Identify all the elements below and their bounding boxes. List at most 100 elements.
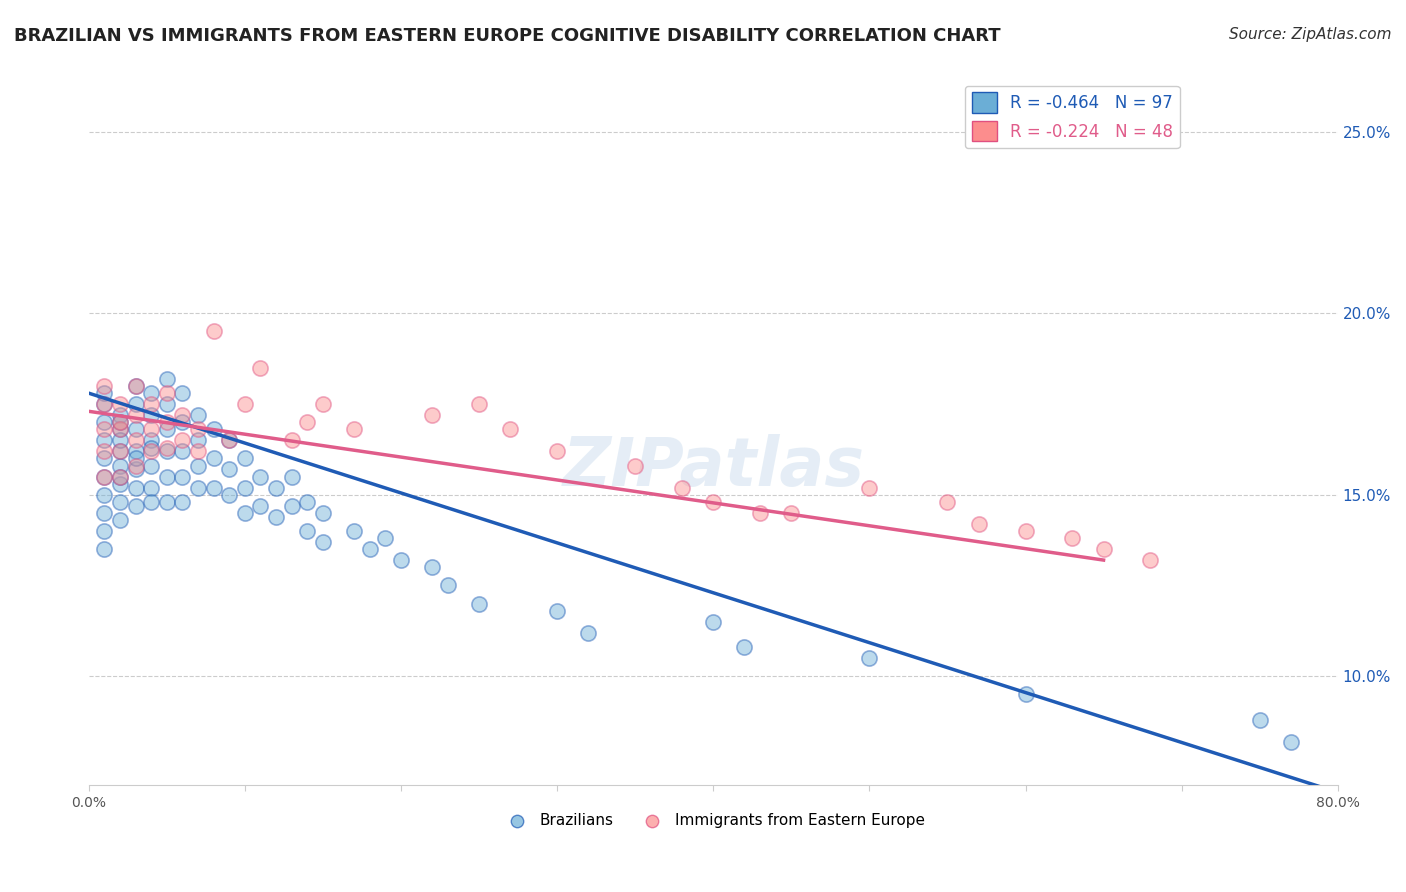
Point [202, 422, 225, 436]
Point [156, 415, 179, 429]
Point [359, 542, 381, 557]
Point [202, 481, 225, 495]
Point [93, 444, 115, 458]
Point [93, 488, 115, 502]
Point [141, 434, 163, 448]
Point [108, 444, 131, 458]
Point [108, 444, 131, 458]
Point [1092, 542, 1115, 557]
Point [141, 458, 163, 473]
Point [141, 495, 163, 509]
Point [546, 444, 568, 458]
Point [156, 386, 179, 401]
Point [124, 422, 146, 436]
Point [172, 444, 194, 458]
Point [187, 444, 209, 458]
Point [249, 499, 271, 513]
Point [702, 495, 724, 509]
Point [93, 542, 115, 557]
Point [108, 422, 131, 436]
Point [156, 495, 179, 509]
Text: BRAZILIAN VS IMMIGRANTS FROM EASTERN EUROPE COGNITIVE DISABILITY CORRELATION CHA: BRAZILIAN VS IMMIGRANTS FROM EASTERN EUR… [14, 27, 1001, 45]
Point [108, 422, 131, 436]
Point [172, 386, 194, 401]
Point [141, 386, 163, 401]
Point [312, 535, 335, 549]
Point [93, 422, 115, 436]
Point [671, 481, 693, 495]
Point [172, 415, 194, 429]
Text: ZIPatlas: ZIPatlas [562, 434, 865, 500]
Point [93, 434, 115, 448]
Point [343, 422, 366, 436]
Point [280, 434, 302, 448]
Point [108, 469, 131, 483]
Point [233, 506, 256, 520]
Point [546, 604, 568, 618]
Point [1014, 687, 1036, 701]
Point [93, 386, 115, 401]
Point [233, 397, 256, 411]
Point [343, 524, 366, 538]
Point [249, 360, 271, 375]
Point [1249, 713, 1271, 727]
Point [156, 444, 179, 458]
Point [172, 434, 194, 448]
Point [1279, 734, 1302, 748]
Point [389, 553, 412, 567]
Point [124, 444, 146, 458]
Point [93, 469, 115, 483]
Point [124, 434, 146, 448]
Point [108, 415, 131, 429]
Text: Source: ZipAtlas.com: Source: ZipAtlas.com [1229, 27, 1392, 42]
Point [218, 434, 240, 448]
Point [141, 444, 163, 458]
Point [93, 469, 115, 483]
Point [233, 451, 256, 466]
Point [312, 506, 335, 520]
Point [156, 371, 179, 385]
Point [93, 379, 115, 393]
Point [1139, 553, 1161, 567]
Point [93, 506, 115, 520]
Point [264, 509, 287, 524]
Point [124, 462, 146, 476]
Point [576, 625, 599, 640]
Point [187, 422, 209, 436]
Point [124, 481, 146, 495]
Point [108, 397, 131, 411]
Point [124, 499, 146, 513]
Point [936, 495, 959, 509]
Point [93, 397, 115, 411]
Point [93, 397, 115, 411]
Point [1062, 531, 1084, 545]
Point [967, 516, 990, 531]
Point [172, 408, 194, 422]
Point [124, 458, 146, 473]
Point [780, 506, 803, 520]
Point [1014, 524, 1036, 538]
Point [108, 415, 131, 429]
Point [734, 640, 756, 655]
Point [156, 469, 179, 483]
Legend: Brazilians, Immigrants from Eastern Europe: Brazilians, Immigrants from Eastern Euro… [495, 807, 931, 834]
Point [312, 397, 335, 411]
Point [749, 506, 772, 520]
Point [249, 469, 271, 483]
Point [156, 441, 179, 455]
Point [108, 495, 131, 509]
Point [468, 597, 491, 611]
Point [141, 408, 163, 422]
Point [124, 379, 146, 393]
Point [218, 434, 240, 448]
Point [702, 615, 724, 629]
Point [297, 495, 319, 509]
Point [141, 422, 163, 436]
Point [437, 578, 460, 592]
Point [141, 441, 163, 455]
Point [264, 481, 287, 495]
Point [202, 451, 225, 466]
Point [420, 408, 443, 422]
Point [156, 422, 179, 436]
Point [218, 462, 240, 476]
